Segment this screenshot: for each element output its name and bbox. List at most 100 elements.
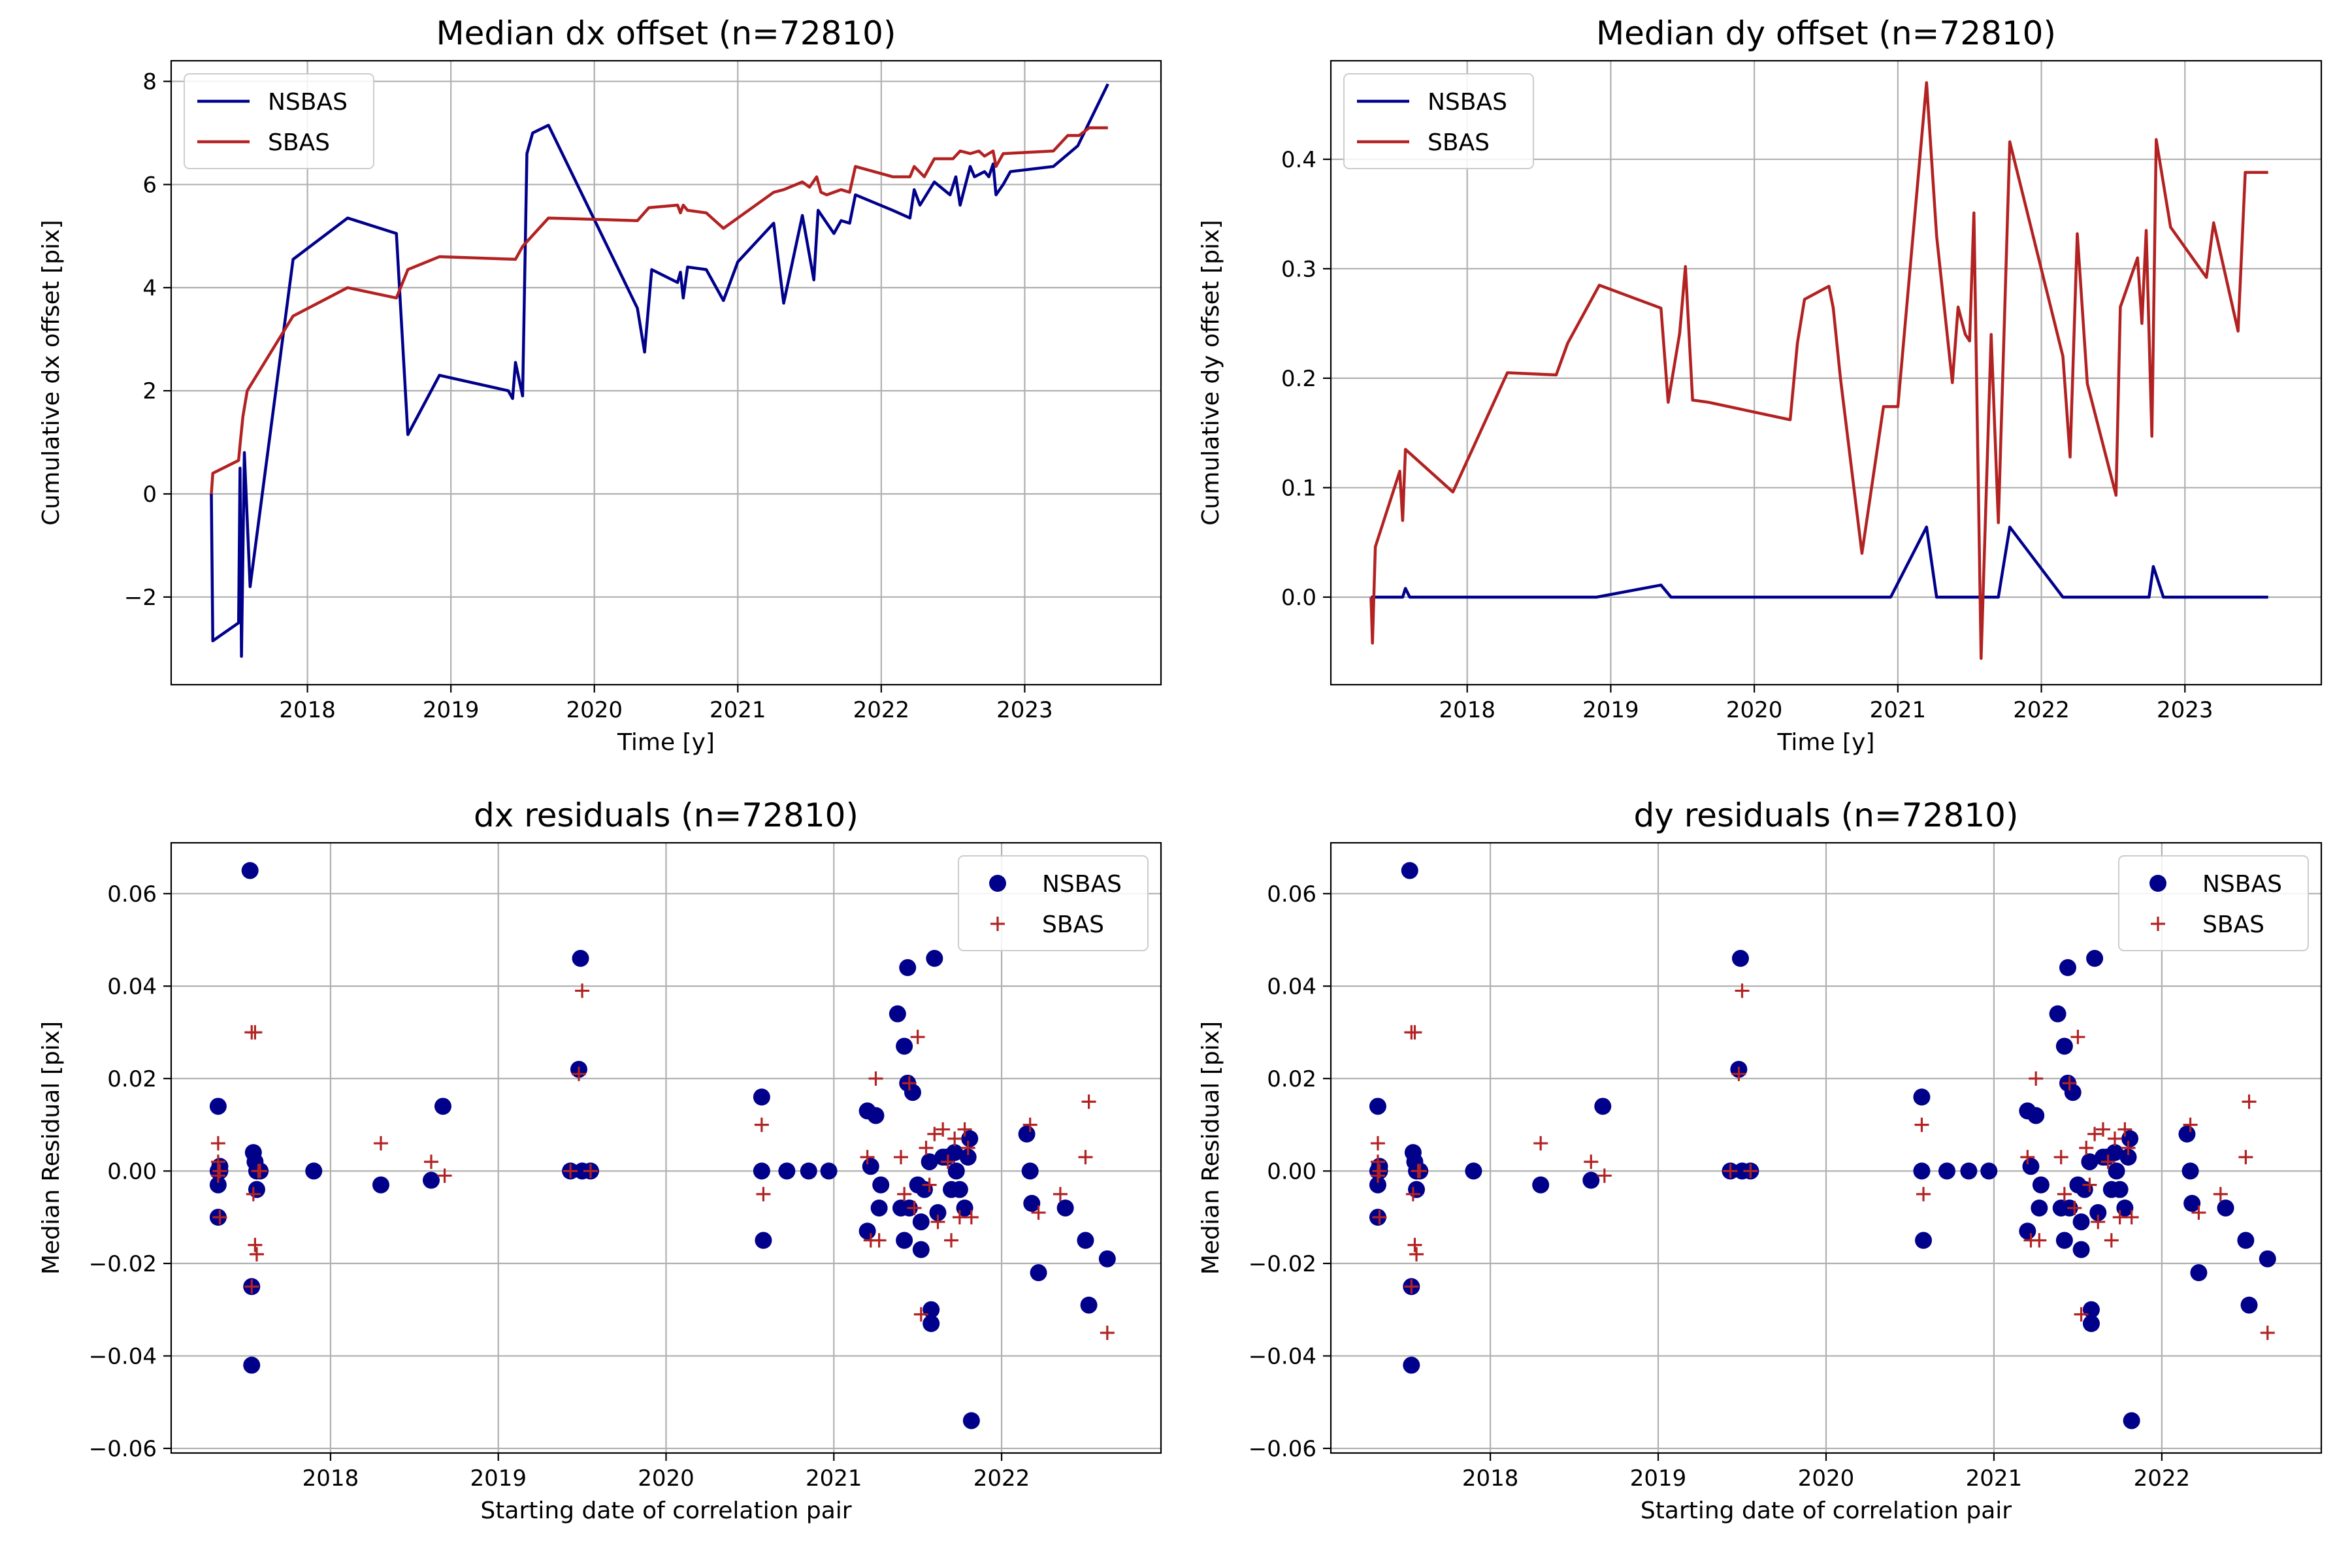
- y-tick-label: 0.3: [1281, 256, 1316, 282]
- nsbas-point: [2082, 1315, 2100, 1332]
- panel-dx-residuals: 2018 2019 2020 2021 2022 −0.06 −0.04 −0.02 0.00 0…: [38, 796, 1162, 1524]
- series-nsbas: [209, 862, 1116, 1429]
- sbas-point: [902, 1075, 917, 1090]
- sbas-point: [1081, 1094, 1096, 1109]
- nsbas-point: [2111, 1181, 2129, 1198]
- series-sbas: [1370, 983, 2275, 1341]
- x-axis-label: Starting date of correlation pair: [1641, 1497, 2012, 1524]
- nsbas-point: [896, 1232, 913, 1249]
- nsbas-point: [926, 949, 943, 967]
- axes-frame: [1330, 59, 2323, 686]
- panel-dy-residuals: 2018 2019 2020 2021 2022 −0.06 −0.04 −0.02 0.00 0…: [1198, 796, 2323, 1524]
- legend-swatch-nsbas: [2149, 875, 2166, 892]
- panel-dx-offset: 2018 2019 2020 2021 2022 2023 −2 0 2 4 6 8 Median dx…: [38, 14, 1162, 756]
- y-tick-label: 0.2: [1281, 366, 1316, 392]
- nsbas-point: [423, 1171, 440, 1189]
- x-tick-label: 2023: [996, 697, 1053, 723]
- nsbas-point: [1582, 1171, 1600, 1189]
- legend: NSBAS SBAS: [1343, 73, 1534, 169]
- x-axis-label: Time [y]: [617, 729, 715, 756]
- sbas-point: [1409, 1247, 1424, 1262]
- sbas-point: [1370, 1135, 1385, 1151]
- sbas-point: [2074, 1307, 2089, 1322]
- sbas-point: [253, 1164, 268, 1179]
- sbas-point: [2100, 1154, 2115, 1169]
- nsbas-point: [1403, 1356, 1420, 1374]
- x-tick-label: 2020: [1726, 697, 1783, 723]
- plot-area: [1369, 81, 2268, 661]
- sbas-point: [575, 983, 590, 998]
- nsbas-point: [800, 1162, 817, 1180]
- nsbas-point: [870, 1199, 888, 1217]
- sbas-point: [2121, 1141, 2136, 1155]
- y-tick-label: 0: [142, 482, 157, 508]
- nsbas-point: [1080, 1296, 1098, 1314]
- sbas-point: [964, 1210, 979, 1225]
- y-tick-label: 0.04: [1267, 973, 1316, 1000]
- sbas-point: [2260, 1326, 2275, 1341]
- sbas-point: [437, 1168, 452, 1183]
- x-tick-label: 2020: [638, 1465, 694, 1492]
- sbas-point: [919, 1141, 934, 1155]
- sbas-point: [1584, 1154, 1599, 1169]
- y-tick-label: −0.02: [89, 1251, 157, 1277]
- nsbas-point: [1532, 1176, 1550, 1194]
- sbas-point: [1404, 1279, 1419, 1294]
- sbas-point: [756, 1186, 771, 1201]
- x-tick-label: 2022: [973, 1465, 1030, 1492]
- y-tick-label: −0.06: [89, 1436, 157, 1462]
- nsbas-point: [1023, 1194, 1041, 1212]
- sbas-point: [571, 1066, 586, 1081]
- sbas-point: [1914, 1117, 1929, 1132]
- sbas-point: [1413, 1164, 1428, 1179]
- legend-swatch-sbas: [2151, 917, 2165, 931]
- legend-box: [2118, 855, 2309, 951]
- x-axis-label: Time [y]: [1777, 729, 1875, 756]
- x-tick-label: 2020: [1798, 1465, 1855, 1492]
- nsbas-point: [2190, 1264, 2208, 1282]
- sbas-point: [1372, 1210, 1387, 1225]
- sbas-point: [1723, 1164, 1738, 1179]
- sbas-point: [930, 1215, 945, 1230]
- nsbas-point: [1077, 1232, 1094, 1249]
- plot-area: [210, 83, 1109, 658]
- sbas-point: [907, 1200, 922, 1215]
- sbas-point: [893, 1150, 908, 1165]
- legend-box: [1343, 73, 1534, 169]
- y-tick-label: −0.04: [1249, 1343, 1316, 1369]
- nsbas-point: [1594, 1098, 1612, 1115]
- sbas-point: [910, 1030, 925, 1045]
- nsbas-point: [959, 1149, 977, 1166]
- legend-label-sbas: SBAS: [1428, 129, 1490, 156]
- x-tick-label: 2019: [1582, 697, 1639, 723]
- nsbas-point: [2240, 1296, 2258, 1314]
- sbas-point: [2117, 1122, 2132, 1137]
- sbas-point: [960, 1141, 975, 1155]
- axes-frame: [170, 59, 1162, 686]
- sbas-point: [2079, 1141, 2094, 1155]
- y-tick-label: 0.02: [107, 1066, 157, 1092]
- x-tick-label: 2019: [1630, 1465, 1687, 1492]
- sbas-point: [2183, 1117, 2198, 1132]
- nsbas-point: [1960, 1162, 1978, 1180]
- sbas-point: [2238, 1150, 2253, 1165]
- chart-title: dy residuals (n=72810): [1634, 796, 2019, 834]
- nsbas-point: [1056, 1199, 1074, 1217]
- nsbas-point: [2183, 1194, 2201, 1212]
- x-tick-label: 2022: [853, 697, 910, 723]
- sbas-point: [944, 1233, 959, 1248]
- sbas-point: [1372, 1164, 1387, 1179]
- nsbas-point: [2217, 1199, 2234, 1217]
- sbas-point: [2062, 1075, 2077, 1090]
- chart-title: Median dy offset (n=72810): [1596, 14, 2056, 52]
- y-axis-label: Median Residual [pix]: [38, 1021, 65, 1275]
- sbas-point: [936, 1122, 951, 1137]
- y-axis-label: Cumulative dy offset [pix]: [1198, 220, 1224, 525]
- nsbas-point: [2072, 1213, 2090, 1231]
- sbas-point: [246, 1186, 261, 1201]
- sbas-point: [2067, 1200, 2082, 1215]
- nsbas-point: [2259, 1250, 2276, 1267]
- y-tick-label: 0.06: [1267, 881, 1316, 907]
- legend-swatch-nsbas: [989, 875, 1006, 892]
- nsbas-point: [2123, 1412, 2140, 1429]
